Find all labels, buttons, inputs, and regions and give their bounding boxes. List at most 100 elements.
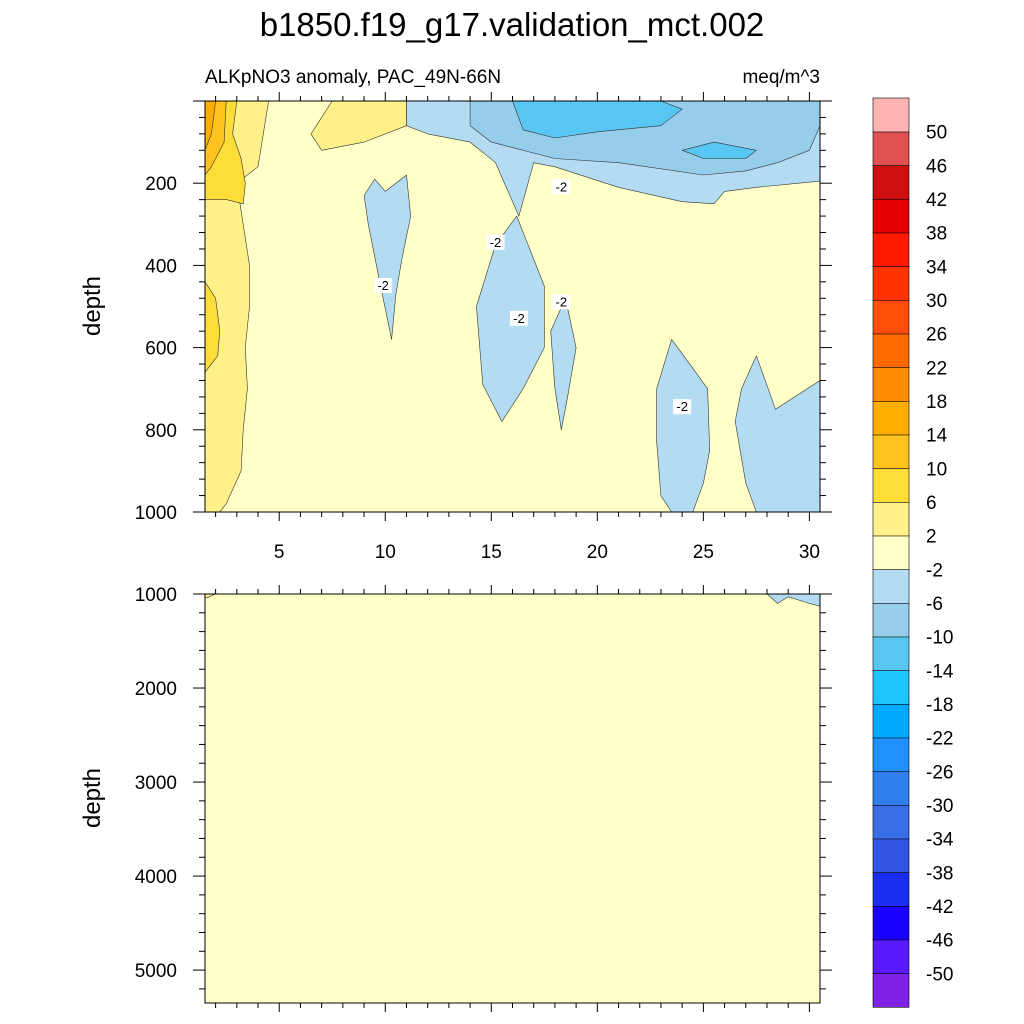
contour-fills — [205, 101, 820, 512]
y-tick-label: 3000 — [135, 773, 177, 794]
contour-label: -2 — [552, 179, 571, 195]
colorbar-swatch — [872, 165, 910, 200]
colorbar-label: 2 — [926, 527, 937, 548]
background-fill — [205, 594, 820, 1003]
colorbar-swatch — [872, 400, 910, 436]
contour-label-text: -2 — [556, 179, 568, 194]
colorbar-label: 26 — [926, 325, 947, 346]
colorbar-label: -42 — [926, 897, 953, 918]
contour-label-text: -2 — [556, 294, 568, 309]
x-tick-label: 25 — [693, 542, 714, 563]
contour-region — [363, 174, 412, 340]
colorbar-swatch — [872, 434, 910, 469]
colorbar-label: -10 — [926, 628, 953, 649]
colorbar-label: -46 — [926, 931, 953, 952]
colorbar-swatch — [872, 737, 910, 772]
colorbar-label: 10 — [926, 459, 947, 480]
contour-label: -2 — [673, 399, 692, 415]
colorbar-swatch — [872, 131, 910, 166]
contour-region — [550, 297, 577, 431]
left-subtitle: ALKpNO3 anomaly, PAC_49N-66N — [205, 67, 501, 88]
colorbar-label: -18 — [926, 695, 953, 716]
colorbar-label: -26 — [926, 762, 953, 783]
contour-label: -2 — [552, 294, 571, 310]
contour-label: -2 — [374, 278, 393, 293]
upper-panel: -2 -2 -2 -2 -2 -2 5 10 15 20 25 30 200 400 600 800 1000 d… — [79, 92, 832, 563]
y-tick-label: 600 — [145, 339, 177, 360]
colorbar-swatch — [872, 939, 910, 974]
y-axis-ticks — [193, 100, 832, 513]
y-axis-ticks — [193, 593, 832, 990]
x-axis-ticks — [215, 585, 810, 1012]
y-tick-label: 4000 — [135, 867, 177, 888]
x-axis-ticks — [215, 92, 810, 521]
colorbar-swatch — [872, 535, 910, 570]
colorbar-swatch — [872, 636, 910, 671]
contour-region — [205, 594, 216, 599]
y-tick-label: 1000 — [135, 503, 177, 524]
colorbar-label: 18 — [926, 392, 947, 413]
colorbar-label: -14 — [926, 661, 954, 682]
contour-region — [205, 101, 216, 151]
contour-region — [205, 101, 269, 512]
colorbar-swatch — [872, 872, 910, 907]
colorbar-swatch — [872, 905, 910, 941]
colorbar-label: -50 — [926, 964, 953, 985]
colorbar-swatch — [872, 804, 910, 840]
y-axis-label: depth — [79, 768, 106, 828]
colorbar-label: 38 — [926, 224, 947, 245]
colorbar-swatch — [872, 703, 910, 739]
colorbar-swatch — [872, 838, 910, 873]
units-subtitle: meq/m^3 — [742, 67, 820, 88]
colorbar-label: 30 — [926, 291, 947, 312]
figure-title: b1850.f19_g17.validation_mct.002 — [260, 6, 765, 43]
contour-region — [205, 281, 221, 373]
contour-region — [734, 355, 820, 512]
colorbar-swatch — [872, 670, 910, 705]
contour-label-text: -2 — [513, 311, 525, 326]
colorbar-label: -34 — [926, 830, 954, 851]
colorbar-swatch — [872, 367, 910, 402]
y-tick-label: 2000 — [135, 679, 177, 700]
colorbar-swatch — [872, 299, 910, 335]
y-tick-label: 1000 — [135, 585, 177, 606]
colorbar-label: -22 — [926, 729, 953, 750]
colorbar-swatch — [872, 468, 910, 503]
y-tick-label: 5000 — [135, 961, 177, 982]
colorbar-label: 42 — [926, 190, 947, 211]
x-tick-label: 20 — [587, 542, 608, 563]
contour-label-text: -2 — [490, 235, 502, 250]
colorbar-swatch — [872, 771, 910, 806]
x-tick-label: 15 — [481, 542, 502, 563]
colorbar-label: 34 — [926, 257, 948, 278]
colorbar-swatch — [872, 266, 910, 301]
colorbar-label: 14 — [926, 426, 948, 447]
colorbar-swatch — [872, 602, 910, 638]
contour-label-text: -2 — [377, 278, 389, 293]
y-tick-label: 800 — [145, 421, 177, 442]
colorbar-swatch — [872, 501, 910, 537]
x-tick-label: 5 — [274, 542, 285, 563]
contour-region — [310, 101, 407, 151]
colorbar-label: 50 — [926, 123, 947, 144]
colorbar-swatch — [872, 232, 910, 267]
colorbar-swatch — [872, 569, 910, 604]
colorbar-label: -30 — [926, 796, 953, 817]
y-axis-label: depth — [79, 276, 106, 336]
contour-region — [681, 141, 757, 159]
colorbar: -50-46-42-38-34-30-26-22-18-14-10-6-2261… — [872, 97, 954, 1008]
lower-panel: 1000 2000 3000 4000 5000 depth — [79, 585, 832, 1012]
colorbar-label: 46 — [926, 156, 947, 177]
contour-label-text: -2 — [676, 399, 688, 414]
colorbar-label: 22 — [926, 358, 947, 379]
x-tick-label: 30 — [799, 542, 820, 563]
contour-label: -2 — [509, 310, 528, 326]
contour-region — [766, 594, 820, 607]
colorbar-swatch — [872, 333, 910, 368]
colorbar-label: -2 — [926, 560, 943, 581]
colorbar-swatch — [872, 973, 910, 1008]
colorbar-swatch — [872, 97, 910, 133]
colorbar-label: -6 — [926, 594, 943, 615]
x-tick-label: 10 — [375, 542, 396, 563]
